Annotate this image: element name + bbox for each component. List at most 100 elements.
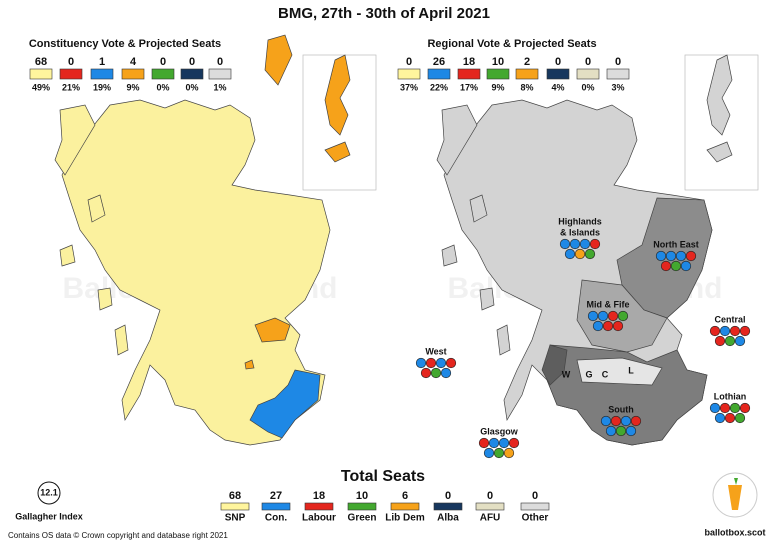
- party-swatch: [427, 68, 451, 80]
- vote-share: 9%: [126, 82, 139, 92]
- seat-dot: [435, 357, 447, 369]
- party-swatch: [347, 502, 377, 511]
- party-swatch: [433, 502, 463, 511]
- site: ballotbox.scot: [704, 527, 765, 537]
- seat-dot: [503, 447, 515, 459]
- party-swatch: [486, 68, 510, 80]
- vote-share: 9%: [491, 82, 504, 92]
- seat-count: 18: [463, 56, 475, 68]
- total-seats: 27: [270, 490, 282, 502]
- seat-dot: [445, 357, 457, 369]
- seat-count: 4: [130, 56, 137, 68]
- seat-dot: [587, 310, 599, 322]
- map-label: W: [562, 369, 571, 379]
- party-swatch: [475, 502, 505, 511]
- seat-dot: [579, 238, 591, 250]
- seat-count: 26: [433, 56, 445, 68]
- seat-dot: [483, 447, 495, 459]
- gallagher-badge: [37, 481, 61, 505]
- seat-dot: [709, 402, 721, 414]
- seat-dot: [617, 310, 629, 322]
- footer: Contains OS data © Crown copyright and d…: [8, 531, 228, 540]
- party-swatch: [304, 502, 334, 511]
- party-name: Con.: [265, 513, 287, 524]
- seat-dot: [709, 325, 721, 337]
- region-label: Lothian: [714, 391, 747, 401]
- panel-title: Constituency Vote & Projected Seats: [29, 38, 221, 50]
- seat-count: 10: [492, 56, 504, 68]
- vote-share: 22%: [430, 82, 448, 92]
- map-label: L: [628, 365, 634, 375]
- seat-count: 0: [615, 56, 621, 68]
- gallagher-value: 12.1: [40, 487, 58, 497]
- seat-dot: [655, 250, 667, 262]
- seat-dot: [719, 325, 731, 337]
- seat-dot: [430, 367, 442, 379]
- seat-dot: [719, 402, 731, 414]
- party-swatch: [390, 502, 420, 511]
- map-label: C: [602, 369, 609, 379]
- seat-dot: [602, 320, 614, 332]
- vote-share: 3%: [611, 82, 624, 92]
- seat-dot: [559, 238, 571, 250]
- party-swatch: [576, 68, 600, 80]
- total-seats: 0: [487, 490, 493, 502]
- seat-dot: [685, 250, 697, 262]
- constituency-map: [54, 34, 377, 446]
- region-label: Central: [714, 314, 745, 324]
- seat-dot: [493, 447, 505, 459]
- vote-share: 49%: [32, 82, 50, 92]
- party-swatch: [151, 68, 175, 80]
- seat-count: 0: [585, 56, 591, 68]
- vote-share: 0%: [185, 82, 198, 92]
- total-seats: 10: [356, 490, 368, 502]
- seat-dot: [680, 260, 692, 272]
- party-name: Labour: [302, 513, 336, 524]
- party-name: AFU: [480, 513, 501, 524]
- seat-dot: [592, 320, 604, 332]
- party-swatch: [606, 68, 630, 80]
- seat-dot: [569, 238, 581, 250]
- total-seats: 6: [402, 490, 408, 502]
- seat-dot: [597, 310, 609, 322]
- seat-dot: [615, 425, 627, 437]
- vote-share: 37%: [400, 82, 418, 92]
- seat-dot: [739, 325, 751, 337]
- seat-dot: [600, 415, 612, 427]
- content: Constituency Vote & Projected Seats6849%…: [29, 38, 751, 524]
- seat-dot: [734, 412, 746, 424]
- vote-share: 0%: [156, 82, 169, 92]
- map-label: G: [585, 369, 592, 379]
- seat-dot: [498, 437, 510, 449]
- region-label: & Islands: [560, 227, 600, 237]
- seat-count: 0: [189, 56, 195, 68]
- seat-dot: [605, 425, 617, 437]
- seat-dot: [508, 437, 520, 449]
- party-name: Green: [348, 513, 377, 524]
- party-swatch: [546, 68, 570, 80]
- region-label: West: [425, 346, 446, 356]
- party-swatch: [261, 502, 291, 511]
- party-swatch: [29, 68, 53, 80]
- seat-dot: [440, 367, 452, 379]
- seat-dot: [729, 402, 741, 414]
- vote-share: 21%: [62, 82, 80, 92]
- title: BMG, 27th - 30th of April 2021: [278, 5, 490, 22]
- vote-share: 8%: [520, 82, 533, 92]
- region-label: North East: [653, 239, 699, 249]
- vote-share: 4%: [551, 82, 564, 92]
- panel-title: Regional Vote & Projected Seats: [427, 38, 596, 50]
- party-swatch: [121, 68, 145, 80]
- region-label: Mid & Fife: [587, 299, 630, 309]
- region-label: South: [608, 404, 634, 414]
- seat-dot: [612, 320, 624, 332]
- total-seats: 18: [313, 490, 325, 502]
- seat-count: 2: [524, 56, 530, 68]
- seat-dot: [564, 248, 576, 260]
- seat-dot: [574, 248, 586, 260]
- seat-dot: [670, 260, 682, 272]
- seat-count: 68: [35, 56, 47, 68]
- seat-dot: [625, 425, 637, 437]
- party-swatch: [397, 68, 421, 80]
